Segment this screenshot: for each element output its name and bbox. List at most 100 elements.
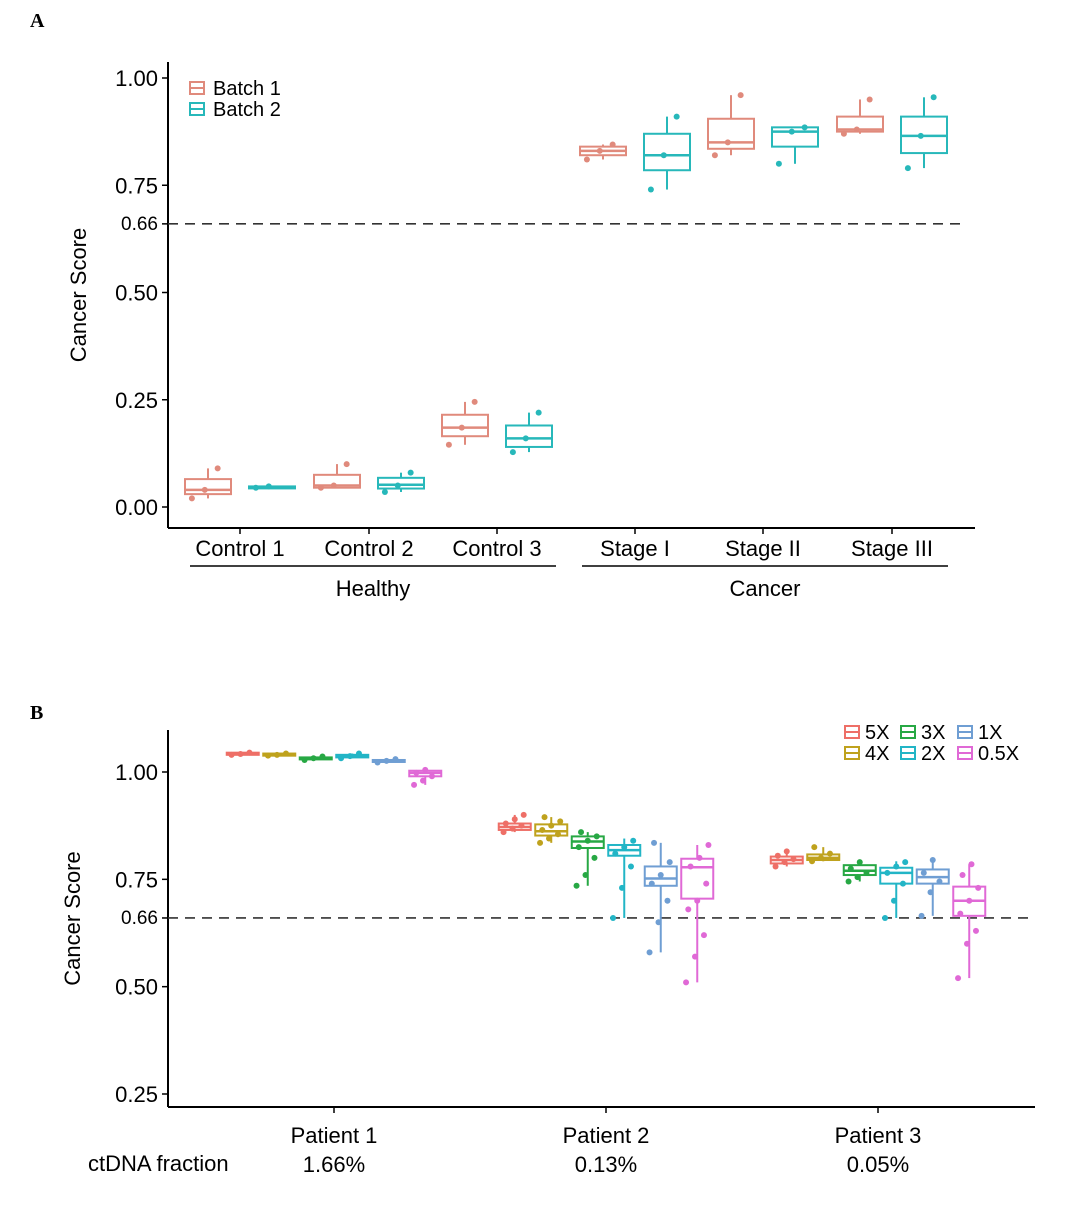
legend-label: 5X (865, 722, 889, 744)
box-05X (680, 841, 715, 986)
data-point (809, 858, 816, 865)
data-point (627, 863, 634, 870)
data-point (854, 874, 861, 881)
data-point (772, 863, 779, 870)
data-point (237, 750, 244, 757)
y-tick-label: 0.50 (115, 281, 158, 306)
data-point (893, 863, 900, 870)
box-4X (262, 750, 297, 759)
data-point (554, 831, 561, 838)
box-2X (607, 837, 642, 921)
box-5X (769, 848, 804, 870)
box-batch-2 (771, 124, 819, 167)
data-point (700, 932, 707, 939)
data-point (347, 753, 354, 760)
data-point (575, 844, 582, 851)
data-point (692, 953, 699, 960)
box-body (441, 413, 489, 438)
data-point (228, 751, 235, 758)
data-point (687, 863, 694, 870)
fraction-value: 0.13% (575, 1152, 637, 1177)
data-point (383, 757, 390, 764)
data-point (511, 816, 518, 823)
box-batch-1 (836, 96, 884, 137)
box-batch-1 (579, 141, 627, 163)
x-tick-label: Patient 3 (835, 1123, 922, 1148)
data-point (265, 483, 272, 490)
data-point (201, 486, 208, 493)
box-body (771, 126, 819, 148)
x-tick-label: Stage III (851, 536, 933, 561)
data-point (966, 897, 973, 904)
data-point (573, 882, 580, 889)
data-point (583, 156, 590, 163)
chart-a: 0.00 0.25 0.50 0.66 0.75 1.00 Cancer Score Cont… (66, 62, 975, 601)
data-point (840, 130, 847, 137)
data-point (546, 835, 553, 842)
data-point (422, 766, 429, 773)
x-tick-label: Stage I (600, 536, 670, 561)
data-point (458, 424, 465, 431)
box-1X (915, 857, 950, 919)
data-point (826, 850, 833, 857)
data-point (557, 818, 564, 825)
data-point (621, 844, 628, 851)
data-point (863, 869, 870, 876)
data-point (646, 949, 653, 956)
data-point (775, 160, 782, 167)
box-5X (225, 749, 260, 758)
data-point (664, 897, 671, 904)
data-point (355, 750, 362, 757)
data-point (811, 844, 818, 851)
data-point (343, 461, 350, 468)
data-point (274, 751, 281, 758)
legend-label: 2X (921, 743, 945, 765)
group-label: Healthy (336, 576, 411, 601)
data-point (657, 872, 664, 879)
data-point (737, 92, 744, 99)
y-tick-label: 0.66 (121, 214, 158, 235)
data-point (394, 482, 401, 489)
data-point (338, 755, 345, 762)
y-tick-label: 0.50 (115, 975, 158, 1000)
data-point (696, 854, 703, 861)
box-05X (408, 766, 443, 788)
data-point (781, 859, 788, 866)
box-body (707, 117, 755, 150)
y-tick-label: 0.25 (115, 1082, 158, 1107)
box-batch-2 (900, 94, 948, 172)
data-point (936, 878, 943, 885)
data-point (694, 897, 701, 904)
box-body (184, 478, 232, 496)
y-tick-label: 0.00 (115, 495, 158, 520)
box-2X (335, 750, 370, 762)
data-point (866, 96, 873, 103)
data-point (904, 165, 911, 172)
box-batch-1 (707, 92, 755, 159)
data-point (957, 910, 964, 917)
data-point (246, 749, 253, 756)
data-point (471, 398, 478, 405)
y-tick-label: 0.75 (115, 173, 158, 198)
data-point (959, 872, 966, 879)
data-point (930, 94, 937, 101)
data-point (902, 859, 909, 866)
data-point (252, 484, 259, 491)
data-point (845, 878, 852, 885)
data-point (705, 841, 712, 848)
panel-a-letter: A (30, 10, 45, 32)
data-point (445, 441, 452, 448)
box-4X (806, 844, 841, 865)
legend-label: Batch 1 (213, 78, 281, 100)
data-point (610, 914, 617, 921)
data-point (853, 126, 860, 133)
data-point (539, 826, 546, 833)
data-point (647, 186, 654, 193)
data-point (801, 124, 808, 131)
data-point (319, 753, 326, 760)
data-point (774, 852, 781, 859)
data-point (413, 769, 420, 776)
x-tick-label: Stage II (725, 536, 801, 561)
box-body (836, 115, 884, 133)
data-point (541, 814, 548, 821)
